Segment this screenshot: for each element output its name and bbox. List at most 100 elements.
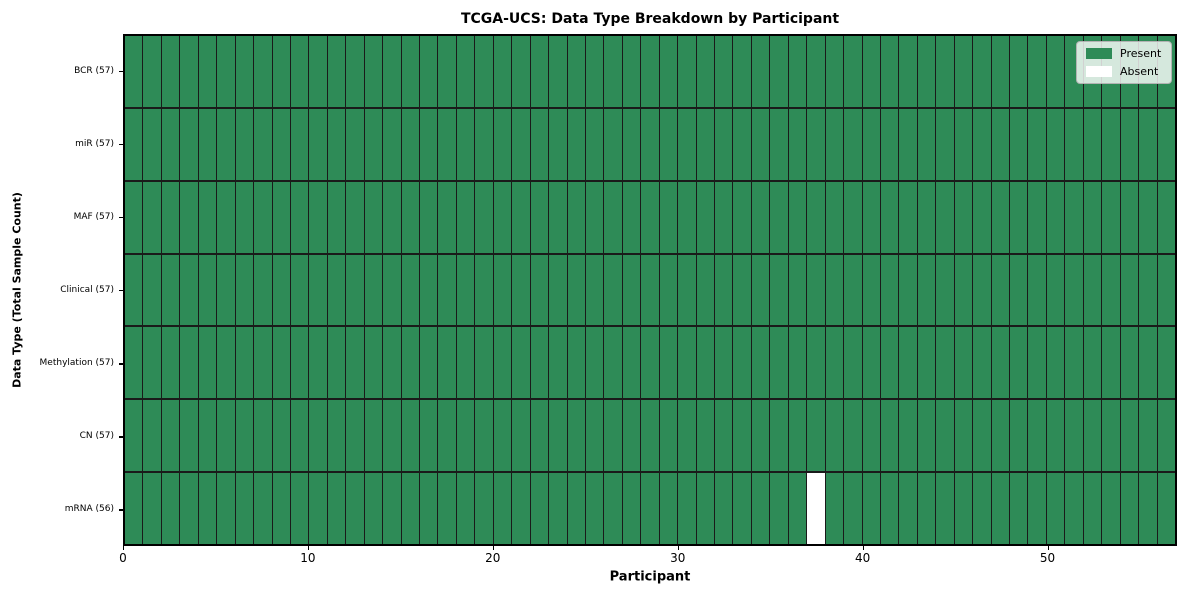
heatmap-cell-present [936,181,954,253]
heatmap-cell-present [659,327,678,399]
heatmap-cell-present [678,400,696,472]
heatmap-cell-present [456,473,475,544]
heatmap-cell-present [751,473,770,544]
heatmap-cell-present [751,181,770,253]
heatmap-cell-present [641,254,659,326]
heatmap-cell-present [1157,108,1175,180]
heatmap-cell-present [880,181,899,253]
heatmap-cell-present [530,400,549,472]
heatmap-cell-present [770,327,788,399]
heatmap-cell-present [641,36,659,107]
x-tick-mark [677,546,680,550]
heatmap-cell-present [1028,327,1046,399]
heatmap-cell-present [880,254,899,326]
heatmap-cell-present [1010,36,1028,107]
heatmap-cell-present [327,254,346,326]
heatmap-cell-present [217,400,235,472]
heatmap-cell-present [1010,108,1028,180]
heatmap-cell-present [530,327,549,399]
heatmap-cell-present [954,254,973,326]
heatmap-cell-present [641,400,659,472]
heatmap-cell-present [733,36,751,107]
x-tick-label: 0 [119,551,127,565]
heatmap-cell-present [383,473,401,544]
heatmap-cell-present [751,400,770,472]
heatmap-cell-present [180,254,198,326]
heatmap-cell-present [493,181,512,253]
heatmap-cell-present [272,400,290,472]
heatmap-cell-present [807,181,825,253]
heatmap-cell-present [125,181,143,253]
x-tick-mark [307,546,310,550]
heatmap-cell-present [1120,181,1139,253]
heatmap-cell-present [401,400,420,472]
heatmap-cell-present [254,181,272,253]
heatmap-cell-present [346,400,364,472]
heatmap-cell-present [678,327,696,399]
heatmap-cell-present [1102,254,1120,326]
heatmap-cell-present [198,473,217,544]
heatmap-cell-present [309,400,327,472]
y-tick-label: mRNA (56) [64,504,114,515]
heatmap-cell-present [585,181,604,253]
heatmap-cell-present [880,473,899,544]
heatmap-cell-present [899,400,917,472]
heatmap-cell-present [641,181,659,253]
heatmap-cell-present [217,327,235,399]
x-tick-mark [492,546,495,550]
heatmap-cell-present [254,400,272,472]
heatmap-cell-present [1046,327,1065,399]
heatmap-cell-present [751,254,770,326]
heatmap-cell-present [530,254,549,326]
plot-area: Present Absent [123,34,1177,546]
heatmap-cell-present [290,181,309,253]
heatmap-cell-present [1028,254,1046,326]
heatmap-cell-present [825,400,844,472]
heatmap-cell-present [715,254,733,326]
heatmap-cell-present [954,327,973,399]
y-tick-label: CN (57) [79,431,114,442]
x-tick-label: 30 [670,551,686,565]
heatmap-cell-present [290,327,309,399]
heatmap-cell-present [254,254,272,326]
heatmap-cell-present [604,181,622,253]
heatmap-cell-present [493,36,512,107]
legend-label-absent: Absent [1120,65,1159,78]
heatmap-cell-present [309,36,327,107]
heatmap-cell-present [751,327,770,399]
heatmap-cell-present [180,108,198,180]
heatmap-cell-present [715,400,733,472]
heatmap-grid [125,36,1175,544]
heatmap-cell-present [1065,327,1083,399]
heatmap-cell-present [715,36,733,107]
heatmap-cell-present [438,181,456,253]
heatmap-cell-present [844,473,862,544]
heatmap-cell-present [549,327,567,399]
heatmap-cell-present [198,108,217,180]
heatmap-cell-present [1120,327,1139,399]
heatmap-cell-present [512,327,530,399]
heatmap-cell-present [788,327,807,399]
y-tick-mark [119,290,123,292]
heatmap-cell-present [936,108,954,180]
heatmap-cell-present [973,36,991,107]
heatmap-cell-present [143,108,161,180]
heatmap-cell-present [567,473,585,544]
heatmap-cell-present [936,254,954,326]
heatmap-cell-present [1157,254,1175,326]
heatmap-cell-present [456,400,475,472]
heatmap-cell-present [401,181,420,253]
heatmap-cell-present [549,473,567,544]
heatmap-cell-present [346,181,364,253]
heatmap-cell-present [143,473,161,544]
heatmap-cell-present [475,36,493,107]
heatmap-cell-present [309,327,327,399]
heatmap-cell-present [991,181,1010,253]
heatmap-cell-present [862,36,880,107]
heatmap-cell-present [125,327,143,399]
heatmap-cell-present [549,108,567,180]
heatmap-cell-present [512,181,530,253]
heatmap-cell-present [954,400,973,472]
heatmap-cell-present [254,36,272,107]
heatmap-cell-present [604,327,622,399]
